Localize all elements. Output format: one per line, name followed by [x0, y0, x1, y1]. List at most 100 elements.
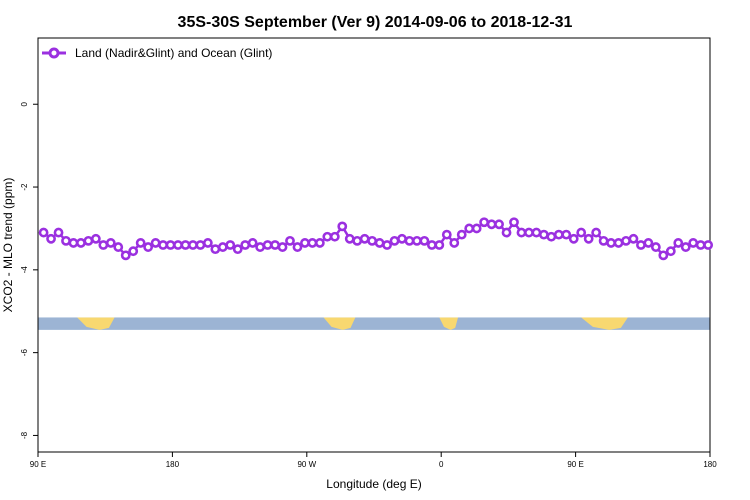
- data-point-3: [61, 235, 71, 246]
- data-point-60: [486, 219, 497, 230]
- data-point-36: [307, 238, 318, 248]
- x-tick-label-4: 90 E: [567, 460, 583, 469]
- x-tick-label-2: 90 W: [297, 460, 316, 469]
- data-point-86: [680, 242, 691, 252]
- ocean-band: [38, 317, 710, 330]
- data-point-67: [538, 229, 549, 240]
- data-point-16: [158, 240, 168, 250]
- data-point-55: [449, 238, 460, 248]
- data-point-7: [90, 233, 101, 244]
- data-point-22: [202, 238, 213, 248]
- data-point-71: [568, 233, 579, 244]
- data-point-12: [128, 246, 139, 257]
- data-point-81: [643, 238, 654, 248]
- data-point-40: [337, 221, 348, 232]
- data-point-31: [270, 240, 280, 250]
- data-point-49: [404, 235, 415, 246]
- data-point-78: [621, 235, 631, 246]
- data-point-48: [397, 233, 407, 244]
- data-point-41: [344, 233, 355, 244]
- data-point-25: [225, 240, 236, 250]
- data-point-37: [314, 238, 325, 248]
- data-point-0: [38, 227, 49, 238]
- data-point-30: [262, 240, 273, 250]
- data-point-54: [441, 229, 452, 240]
- data-point-63: [509, 217, 519, 228]
- legend-label: Land (Nadir&Glint) and Ocean (Glint): [75, 46, 272, 60]
- data-point-56: [456, 229, 467, 240]
- land-mass-1: [323, 317, 356, 330]
- y-tick-label-1: -2: [20, 183, 29, 191]
- data-point-82: [650, 242, 661, 252]
- data-point-29: [255, 242, 266, 252]
- legend: Land (Nadir&Glint) and Ocean (Glint): [42, 46, 272, 60]
- data-point-23: [210, 244, 221, 255]
- data-point-66: [531, 227, 542, 238]
- data-point-64: [516, 227, 527, 238]
- data-point-18: [173, 240, 183, 250]
- data-point-80: [636, 240, 646, 250]
- data-point-50: [412, 235, 422, 246]
- data-point-47: [389, 235, 400, 246]
- data-point-85: [673, 238, 684, 248]
- data-point-10: [113, 242, 124, 252]
- y-axis-label: XCO2 - MLO trend (ppm): [1, 178, 15, 313]
- data-point-24: [217, 242, 228, 252]
- data-point-77: [613, 238, 624, 248]
- data-point-61: [494, 219, 504, 230]
- x-axis: 90 E 180 90 W 0 90 E 180: [30, 452, 717, 469]
- data-point-14: [143, 242, 154, 252]
- data-point-6: [83, 235, 94, 246]
- land-mass-0: [77, 317, 115, 330]
- data-point-4: [68, 238, 79, 248]
- data-point-73: [583, 233, 594, 244]
- data-point-68: [546, 231, 557, 242]
- legend-marker: [48, 47, 60, 59]
- data-point-20: [188, 240, 198, 250]
- data-point-11: [120, 250, 131, 261]
- data-point-26: [232, 244, 243, 255]
- data-point-46: [382, 240, 392, 250]
- data-point-1: [46, 233, 56, 244]
- data-point-27: [240, 240, 251, 250]
- map-band: [38, 317, 710, 330]
- data-point-88: [695, 240, 706, 250]
- data-point-5: [76, 238, 86, 248]
- data-point-76: [606, 238, 616, 248]
- data-point-51: [419, 235, 430, 246]
- data-point-38: [322, 231, 333, 242]
- data-point-28: [247, 238, 258, 248]
- series-layer: [38, 217, 714, 261]
- data-point-79: [628, 233, 639, 244]
- data-point-84: [665, 246, 676, 257]
- x-tick-label-5: 180: [703, 460, 717, 469]
- data-point-65: [524, 227, 534, 238]
- data-point-43: [359, 233, 370, 244]
- land-mass-3: [581, 317, 628, 330]
- chart-title: 35S-30S September (Ver 9) 2014-09-06 to …: [178, 14, 573, 31]
- data-point-42: [352, 235, 363, 246]
- data-point-89: [703, 240, 714, 250]
- data-point-15: [150, 238, 161, 248]
- data-point-39: [329, 231, 340, 242]
- data-point-87: [688, 238, 699, 248]
- data-point-69: [553, 229, 564, 240]
- data-point-75: [598, 235, 609, 246]
- data-point-52: [426, 240, 437, 250]
- data-point-35: [300, 238, 310, 248]
- x-axis-label: Longitude (deg E): [326, 477, 421, 491]
- data-point-83: [658, 250, 669, 261]
- data-point-17: [165, 240, 176, 250]
- data-point-8: [98, 240, 109, 250]
- data-point-13: [135, 238, 146, 248]
- data-point-32: [277, 242, 288, 252]
- data-point-58: [471, 223, 482, 234]
- data-point-74: [591, 227, 602, 238]
- data-point-19: [180, 240, 191, 250]
- y-axis: 0 -2 -4 -6 -8: [20, 101, 38, 439]
- data-point-45: [374, 238, 385, 248]
- x-tick-label-1: 180: [166, 460, 180, 469]
- data-point-33: [285, 235, 295, 246]
- y-tick-label-3: -6: [20, 349, 29, 357]
